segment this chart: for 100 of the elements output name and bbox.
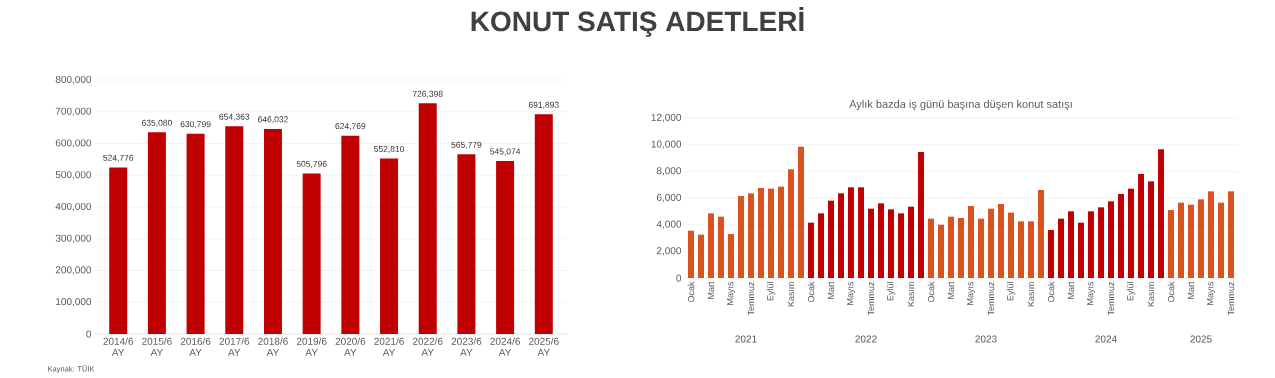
bar xyxy=(788,169,795,278)
bar xyxy=(718,216,725,278)
bar xyxy=(918,152,925,278)
bar xyxy=(1028,221,1035,278)
y-tick-label: 6,000 xyxy=(656,193,682,203)
x-tick-label: 2017/6 AY xyxy=(219,337,250,356)
x-tick-label: Temmuz xyxy=(1107,281,1115,316)
bar xyxy=(928,218,935,278)
x-tick-label: 2019/6 AY xyxy=(296,337,327,356)
data-label: 635,080 xyxy=(141,119,172,127)
bar xyxy=(1118,194,1125,278)
y-tick-label: 10,000 xyxy=(651,140,682,149)
x-tick-label: Mayıs xyxy=(846,281,856,305)
x-tick-label: 2018/6 AY xyxy=(258,337,288,356)
y-tick-label: 8,000 xyxy=(656,167,682,176)
x-tick-label: Temmuz xyxy=(1227,281,1235,316)
bar xyxy=(1168,210,1175,278)
text: 2024 xyxy=(1095,335,1117,343)
bar xyxy=(380,158,399,334)
x-tick-label: Mayıs xyxy=(966,281,976,305)
data-label: 505,796 xyxy=(296,160,327,168)
bar xyxy=(1098,207,1105,278)
data-label: 545,074 xyxy=(490,148,521,156)
bar xyxy=(978,218,985,278)
x-tick-label: Kasım xyxy=(1147,282,1155,307)
x-tick-label: Eylül xyxy=(766,282,776,301)
bar xyxy=(1128,188,1135,278)
bar xyxy=(263,128,282,334)
bar xyxy=(1158,149,1165,278)
bar xyxy=(1218,202,1225,278)
x-tick-label: 2016/6 AY xyxy=(180,337,211,356)
data-label: 552,810 xyxy=(374,145,405,153)
x-tick-label: Mart xyxy=(947,281,955,299)
chart-title: Aylık bazda iş günü başına düşen konut satışı xyxy=(849,99,1072,111)
x-tick-label: Ocak xyxy=(1167,281,1175,303)
bar xyxy=(818,213,825,278)
bar xyxy=(1068,211,1075,278)
bar xyxy=(848,187,855,278)
bar xyxy=(1148,181,1155,278)
bar xyxy=(147,132,166,334)
bar xyxy=(1208,191,1215,278)
data-label: 691,893 xyxy=(528,101,559,109)
x-tick-label: Temmuz xyxy=(987,281,995,316)
bar xyxy=(838,193,845,278)
bar xyxy=(1018,221,1025,278)
bar xyxy=(998,204,1005,278)
bar xyxy=(858,187,865,278)
bar xyxy=(1048,230,1055,278)
bar xyxy=(968,206,975,278)
y-tick-label: 4,000 xyxy=(656,220,682,229)
bar xyxy=(496,160,515,334)
x-tick-label: Ocak xyxy=(1047,281,1055,303)
y-tick-label: 0 xyxy=(86,330,92,338)
x-tick-label: Ocak xyxy=(687,281,695,303)
bar xyxy=(186,133,205,334)
bar xyxy=(948,216,955,278)
x-tick-label: Ocak xyxy=(807,281,815,303)
bar xyxy=(908,206,915,278)
x-tick-label: Ocak xyxy=(927,281,935,303)
bar xyxy=(738,196,745,278)
x-tick-label: 2022/6 AY xyxy=(412,337,443,356)
y-tick-label: 0 xyxy=(676,274,682,282)
x-tick-label: Temmuz xyxy=(747,281,755,316)
x-tick-label: Eylül xyxy=(1126,282,1136,301)
bar xyxy=(341,135,360,334)
x-tick-label: 2021/6 AY xyxy=(374,337,404,356)
x-tick-label: Kasım xyxy=(907,282,915,307)
bar xyxy=(1178,202,1185,278)
bar xyxy=(698,234,705,278)
text: 2022 xyxy=(855,335,877,343)
bar xyxy=(688,230,694,278)
bar xyxy=(748,193,755,278)
bar xyxy=(868,208,875,278)
data-label: 524,776 xyxy=(103,154,134,162)
bar xyxy=(1188,204,1195,278)
data-label: 654,363 xyxy=(219,113,250,121)
bar xyxy=(808,222,815,278)
x-tick-label: Mayıs xyxy=(1086,281,1096,305)
x-tick-label: Mart xyxy=(1067,281,1075,299)
bar xyxy=(828,200,835,278)
data-label: 646,032 xyxy=(258,116,288,124)
bar xyxy=(938,224,945,278)
bar xyxy=(457,154,476,334)
bar xyxy=(418,103,437,334)
bar xyxy=(1108,201,1115,278)
bar xyxy=(768,188,775,278)
bar xyxy=(758,188,765,278)
x-tick-label: Kasım xyxy=(1027,282,1035,307)
bar xyxy=(534,114,553,334)
data-label: 624,769 xyxy=(335,123,366,131)
bar xyxy=(958,218,965,278)
text: 2025 xyxy=(1190,335,1212,343)
bar xyxy=(1078,222,1085,278)
y-tick-label: 400,000 xyxy=(55,202,92,212)
x-tick-label: Eylül xyxy=(1006,282,1016,301)
bar xyxy=(225,126,244,334)
y-tick-label: 100,000 xyxy=(56,298,92,307)
x-tick-label: Mayıs xyxy=(1206,281,1216,305)
bar xyxy=(1038,190,1045,278)
bar xyxy=(1088,211,1095,278)
